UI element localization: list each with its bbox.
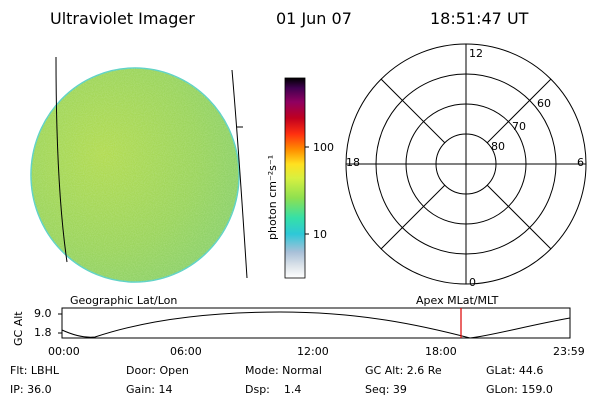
longitude-line-left [55, 56, 68, 263]
polar-diagonal-se [486, 184, 552, 250]
colorbar-unit-label: photon cm⁻²s⁻¹ [266, 155, 279, 240]
info-ip: IP: 36.0 [10, 383, 52, 396]
strip-xtick-1200: 12:00 [297, 345, 329, 358]
strip-y-axis-label: GC Alt [12, 311, 25, 346]
colorbar-tick-label-10: 10 [313, 228, 327, 241]
mlt-label-12: 12 [469, 47, 483, 60]
strip-title-right: Apex MLat/MLT [416, 294, 499, 307]
info-filter: Flt: LBHL [10, 364, 59, 377]
lat-label-70: 70 [512, 120, 526, 133]
strip-xtick-0000: 00:00 [48, 345, 80, 358]
polar-diagonal-nw [380, 78, 446, 144]
polar-diagonal-sw [380, 184, 446, 250]
colorbar-tick-label-100: 100 [313, 141, 334, 154]
polar-diagonal-ne [486, 78, 552, 144]
mlt-label-0: 0 [469, 276, 476, 289]
colorbar-gradient [284, 77, 306, 279]
strip-xtick-2359: 23:59 [553, 345, 585, 358]
info-mode: Mode: Normal [245, 364, 322, 377]
strip-xtick-1800: 18:00 [425, 345, 457, 358]
info-seq: Seq: 39 [365, 383, 407, 396]
mlt-label-18: 18 [346, 156, 360, 169]
strip-ytick-label-1.8: 1.8 [34, 326, 52, 339]
altitude-curve [61, 311, 571, 339]
strip-ytick-label-9: 9.0 [34, 307, 52, 320]
info-door: Door: Open [126, 364, 189, 377]
mlt-label-6: 6 [577, 156, 584, 169]
info-dsp: Dsp: 1.4 [245, 383, 302, 396]
strip-xtick-0600: 06:00 [170, 345, 202, 358]
strip-frame [61, 307, 571, 339]
info-gc-alt: GC Alt: 2.6 Re [365, 364, 442, 377]
disk-texture [31, 68, 239, 282]
longitude-line-right [231, 69, 248, 279]
app-title: Ultraviolet Imager [50, 9, 195, 28]
info-glon: GLon: 159.0 [486, 383, 553, 396]
info-gain: Gain: 14 [126, 383, 173, 396]
info-glat: GLat: 44.6 [486, 364, 544, 377]
header-date: 01 Jun 07 [276, 9, 352, 28]
lat-label-60: 60 [537, 97, 551, 110]
header-time: 18:51:47 UT [430, 9, 529, 28]
strip-title-left: Geographic Lat/Lon [70, 294, 178, 307]
lat-label-80: 80 [491, 140, 505, 153]
